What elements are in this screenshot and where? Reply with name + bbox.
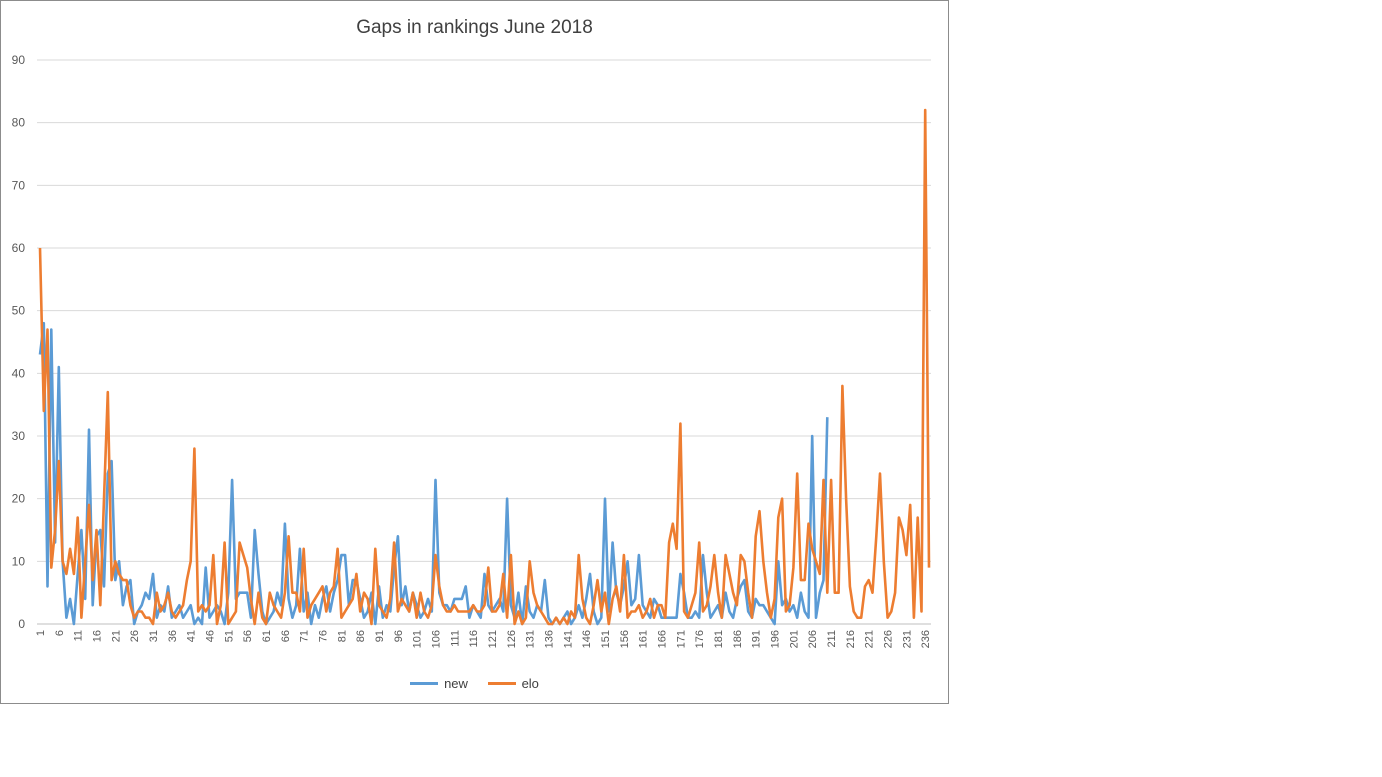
legend: new elo [1,673,948,691]
y-tick-label: 50 [12,304,26,318]
x-tick-label: 196 [770,630,782,648]
x-tick-label: 11 [73,630,85,641]
y-tick-label: 60 [12,241,26,255]
series-line-elo [38,108,931,626]
x-tick-label: 206 [807,630,819,648]
x-tick-label: 96 [393,630,405,642]
x-tick-label: 71 [299,630,311,642]
x-tick-label: 101 [412,630,424,648]
x-tick-label: 56 [242,630,254,642]
y-tick-label: 40 [12,366,26,380]
legend-item-elo: elo [487,676,539,691]
x-tick-label: 21 [110,630,122,642]
y-tick-label: 20 [12,492,26,506]
x-tick-label: 106 [431,630,443,648]
y-tick-label: 80 [12,116,26,130]
x-tick-label: 91 [374,630,386,642]
y-tick-label: 30 [12,429,26,443]
x-tick-label: 1 [35,630,47,636]
x-tick-label: 16 [92,630,104,642]
x-tick-label: 211 [826,630,838,648]
x-tick-label: 216 [845,630,857,648]
legend-item-new: new [410,676,468,691]
x-tick-label: 86 [355,630,367,642]
legend-swatch-new [410,682,439,685]
x-tick-label: 81 [336,630,348,642]
x-tick-label: 226 [883,630,895,648]
x-tick-label: 76 [318,630,330,642]
y-tick-label: 70 [12,178,26,192]
x-tick-label: 231 [901,630,913,648]
x-tick-label: 236 [920,630,932,648]
x-tick-label: 171 [675,630,687,648]
x-tick-label: 191 [751,630,763,648]
x-tick-label: 156 [619,630,631,648]
x-tick-label: 111 [449,630,461,647]
x-tick-label: 61 [261,630,273,642]
x-tick-label: 121 [487,630,499,648]
x-tick-label: 66 [280,630,292,642]
x-tick-label: 6 [54,630,66,636]
legend-label-new: new [444,676,468,691]
x-tick-label: 176 [694,630,706,648]
x-tick-label: 151 [600,630,612,648]
x-tick-label: 141 [562,630,574,648]
x-tick-label: 166 [657,630,669,648]
x-tick-label: 26 [129,630,141,642]
x-tick-label: 186 [732,630,744,648]
legend-label-elo: elo [521,676,539,691]
x-tick-label: 41 [186,630,198,642]
x-tick-label: 46 [205,630,217,642]
x-tick-label: 136 [544,630,556,648]
x-tick-label: 51 [223,630,235,642]
x-tick-label: 31 [148,630,160,642]
legend-swatch-elo [487,682,516,685]
x-tick-label: 146 [581,630,593,648]
x-tick-label: 181 [713,630,725,648]
x-tick-label: 116 [468,630,480,648]
chart-title: Gaps in rankings June 2018 [356,17,593,38]
y-tick-label: 90 [12,53,26,67]
x-tick-label: 36 [167,630,179,642]
x-tick-label: 161 [638,630,650,648]
x-tick-label: 221 [864,630,876,648]
x-tick-label: 131 [525,630,537,648]
y-tick-label: 0 [18,617,25,631]
x-tick-label: 201 [788,630,800,648]
chart-area: Gaps in rankings June 2018 0 10 20 30 40 50 60… [0,0,949,704]
y-tick-label: 10 [12,554,26,568]
x-tick-label: 126 [506,630,518,648]
